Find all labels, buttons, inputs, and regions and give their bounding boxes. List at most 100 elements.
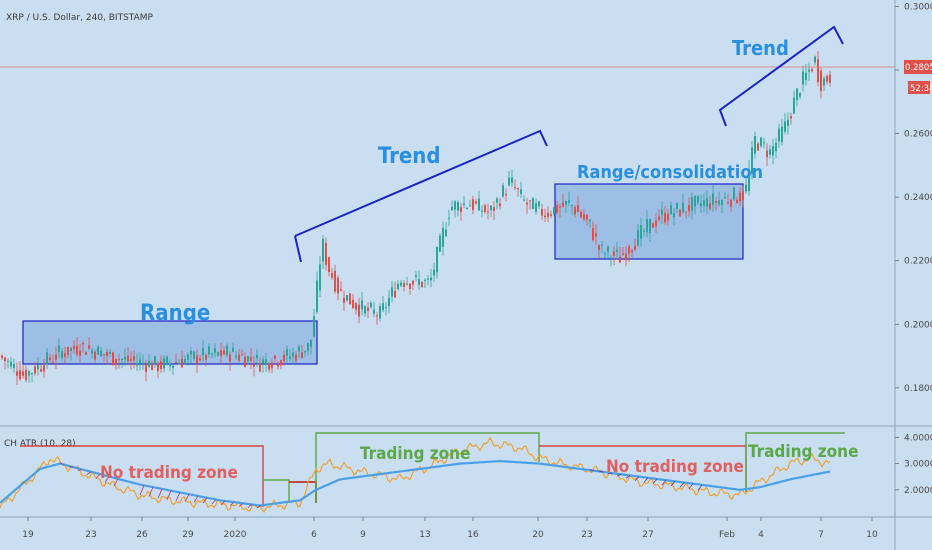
- candle-body: [334, 270, 336, 292]
- indicator-title[interactable]: CH ATR (10, 28): [4, 439, 76, 449]
- candle-body: [412, 280, 414, 285]
- candle-body: [40, 369, 42, 372]
- candle-body: [97, 346, 99, 355]
- candle-body: [172, 365, 174, 368]
- candle-body: [247, 356, 249, 362]
- candle-body: [124, 356, 126, 360]
- candle-body: [508, 177, 510, 186]
- atr-hatch: [166, 490, 172, 500]
- atr-hatch: [157, 488, 163, 499]
- candle-body: [466, 207, 468, 209]
- time-tick-label: 9: [360, 530, 366, 540]
- candle-body: [229, 354, 231, 362]
- candle-body: [391, 287, 393, 297]
- candle-body: [553, 207, 555, 215]
- trend-line-1-left: [294, 235, 302, 263]
- candle-body: [7, 360, 9, 362]
- candle-body: [61, 351, 63, 359]
- atr-hatch: [643, 477, 649, 483]
- candle-body: [475, 201, 477, 204]
- candle-body: [16, 371, 18, 376]
- candle-body: [352, 299, 354, 309]
- candle-body: [745, 184, 747, 192]
- candle-body: [361, 300, 363, 310]
- candle-body: [214, 348, 216, 353]
- candle-body: [313, 316, 315, 337]
- candle-body: [241, 354, 243, 356]
- candle-body: [382, 303, 384, 311]
- candle-body: [469, 205, 471, 207]
- candle-body: [418, 279, 420, 285]
- candle-body: [655, 220, 657, 227]
- candle-body: [307, 343, 309, 351]
- no-trading-zone-line-1: [20, 445, 264, 507]
- candle-body: [601, 244, 603, 246]
- candle-body: [595, 233, 597, 237]
- candle-body: [778, 128, 780, 142]
- candle-body: [544, 215, 546, 218]
- candle-body: [85, 351, 87, 355]
- candle-body: [289, 356, 291, 360]
- candle-body: [319, 264, 321, 291]
- candle-body: [244, 356, 246, 368]
- candle-body: [100, 350, 102, 357]
- candle-body: [529, 200, 531, 202]
- candle-body: [433, 269, 435, 276]
- candle-body: [304, 350, 306, 353]
- time-tick-label: 20: [532, 530, 544, 540]
- candle-body: [226, 345, 228, 355]
- candle-body: [268, 363, 270, 370]
- candle-body: [280, 360, 282, 366]
- candle-body: [424, 279, 426, 281]
- candle-body: [208, 346, 210, 355]
- candle-body: [394, 291, 396, 298]
- trading-zone-line-2: [745, 432, 845, 492]
- candle-body: [658, 216, 660, 220]
- atr-hatch: [202, 497, 208, 504]
- candle-body: [55, 354, 57, 360]
- time-axis[interactable]: 19 23 26 29 2020 6 9 13 16 20 23 27 Feb 4 7 10: [22, 517, 878, 540]
- time-tick-label: 13: [419, 530, 430, 540]
- price-tick-label: 0.30000: [904, 2, 932, 12]
- price-tick-label: 0.20000: [904, 320, 932, 330]
- candle-body: [700, 203, 702, 207]
- candle-body: [403, 283, 405, 287]
- candle-body: [784, 121, 786, 132]
- candle-body: [373, 309, 375, 314]
- atr-hatch: [679, 482, 685, 488]
- candle-body: [175, 361, 177, 363]
- candle-body: [106, 351, 108, 357]
- candle-body: [130, 358, 132, 362]
- candle-body: [43, 365, 45, 372]
- symbol-title[interactable]: XRP / U.S. Dollar, 240, BITSTAMP: [6, 13, 154, 23]
- candle-body: [493, 207, 495, 211]
- candle-body: [775, 142, 777, 152]
- candle-body: [472, 199, 474, 211]
- price-badge: [904, 60, 932, 74]
- candle-body: [547, 212, 549, 217]
- candle-body: [346, 295, 348, 301]
- atr-tick-label: 4.00000: [904, 433, 932, 443]
- candle-body: [151, 363, 153, 371]
- annotation-range-consolidation: Range/consolidation: [577, 162, 763, 183]
- candle-body: [598, 245, 600, 250]
- candle-body: [367, 307, 369, 311]
- candle-body: [814, 56, 816, 63]
- atr-axis[interactable]: 4.00000 3.00000 2.00000: [895, 433, 932, 496]
- candle-body: [322, 238, 324, 262]
- candle-body: [442, 227, 444, 247]
- annotation-no-trading-zone-2: No trading zone: [606, 457, 744, 477]
- candle-body: [118, 359, 120, 361]
- trend-line-2: [718, 25, 844, 127]
- candle-body: [259, 363, 261, 372]
- time-tick-label: 6: [311, 530, 317, 540]
- candle-body: [562, 202, 564, 207]
- candle-body: [583, 214, 585, 220]
- candle-body: [541, 208, 543, 216]
- candle-body: [1, 355, 3, 358]
- atr-tick-label: 2.00000: [904, 486, 932, 496]
- candle-body: [301, 352, 303, 358]
- candle-body: [565, 200, 567, 205]
- atr-hatch: [77, 469, 83, 472]
- candle-body: [211, 353, 213, 355]
